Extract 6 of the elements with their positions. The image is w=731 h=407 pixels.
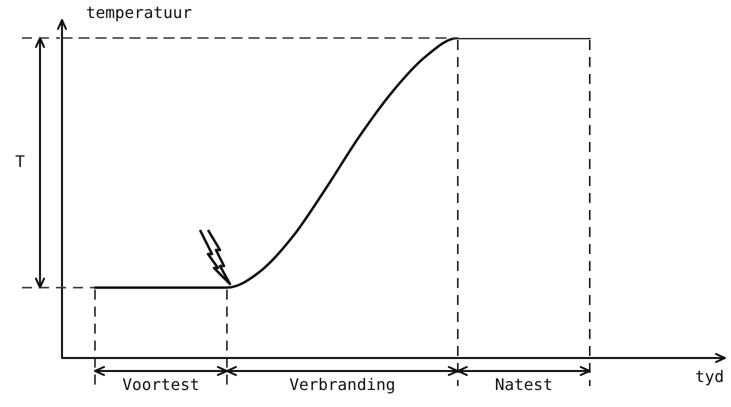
text: T bbox=[15, 152, 26, 171]
y-axis-title: temperatuur bbox=[86, 3, 192, 22]
text: Voortest bbox=[122, 375, 200, 394]
text: Verbranding bbox=[289, 375, 396, 394]
text: tyd bbox=[695, 367, 724, 386]
text: Natest bbox=[494, 375, 553, 394]
